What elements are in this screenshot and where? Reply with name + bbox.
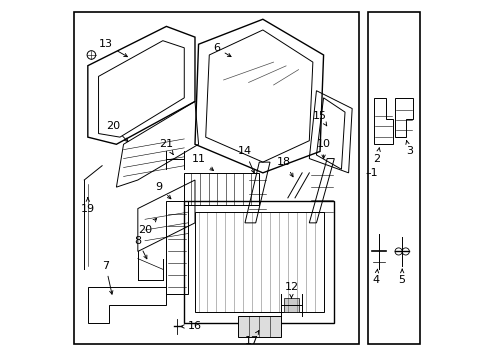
Text: 15: 15	[313, 111, 327, 126]
Text: 16: 16	[181, 321, 202, 332]
Text: 2: 2	[373, 148, 381, 163]
Text: 9: 9	[156, 182, 171, 199]
Polygon shape	[284, 298, 298, 312]
Polygon shape	[238, 316, 281, 337]
Text: 6: 6	[213, 43, 231, 57]
Text: 8: 8	[134, 236, 147, 259]
Text: 3: 3	[406, 141, 413, 157]
Text: 5: 5	[399, 269, 406, 285]
Text: –1: –1	[366, 168, 378, 178]
Text: 20: 20	[106, 121, 128, 141]
Text: 18: 18	[277, 157, 293, 177]
Text: 10: 10	[317, 139, 331, 158]
Text: 14: 14	[238, 147, 254, 173]
Text: 20: 20	[138, 219, 157, 235]
Text: 7: 7	[102, 261, 113, 294]
Text: 12: 12	[284, 282, 298, 298]
Text: 11: 11	[192, 154, 214, 171]
Text: 21: 21	[159, 139, 173, 154]
Text: 17: 17	[245, 330, 259, 346]
Text: 19: 19	[81, 198, 95, 213]
Text: 13: 13	[98, 39, 127, 57]
Text: 4: 4	[372, 269, 380, 285]
